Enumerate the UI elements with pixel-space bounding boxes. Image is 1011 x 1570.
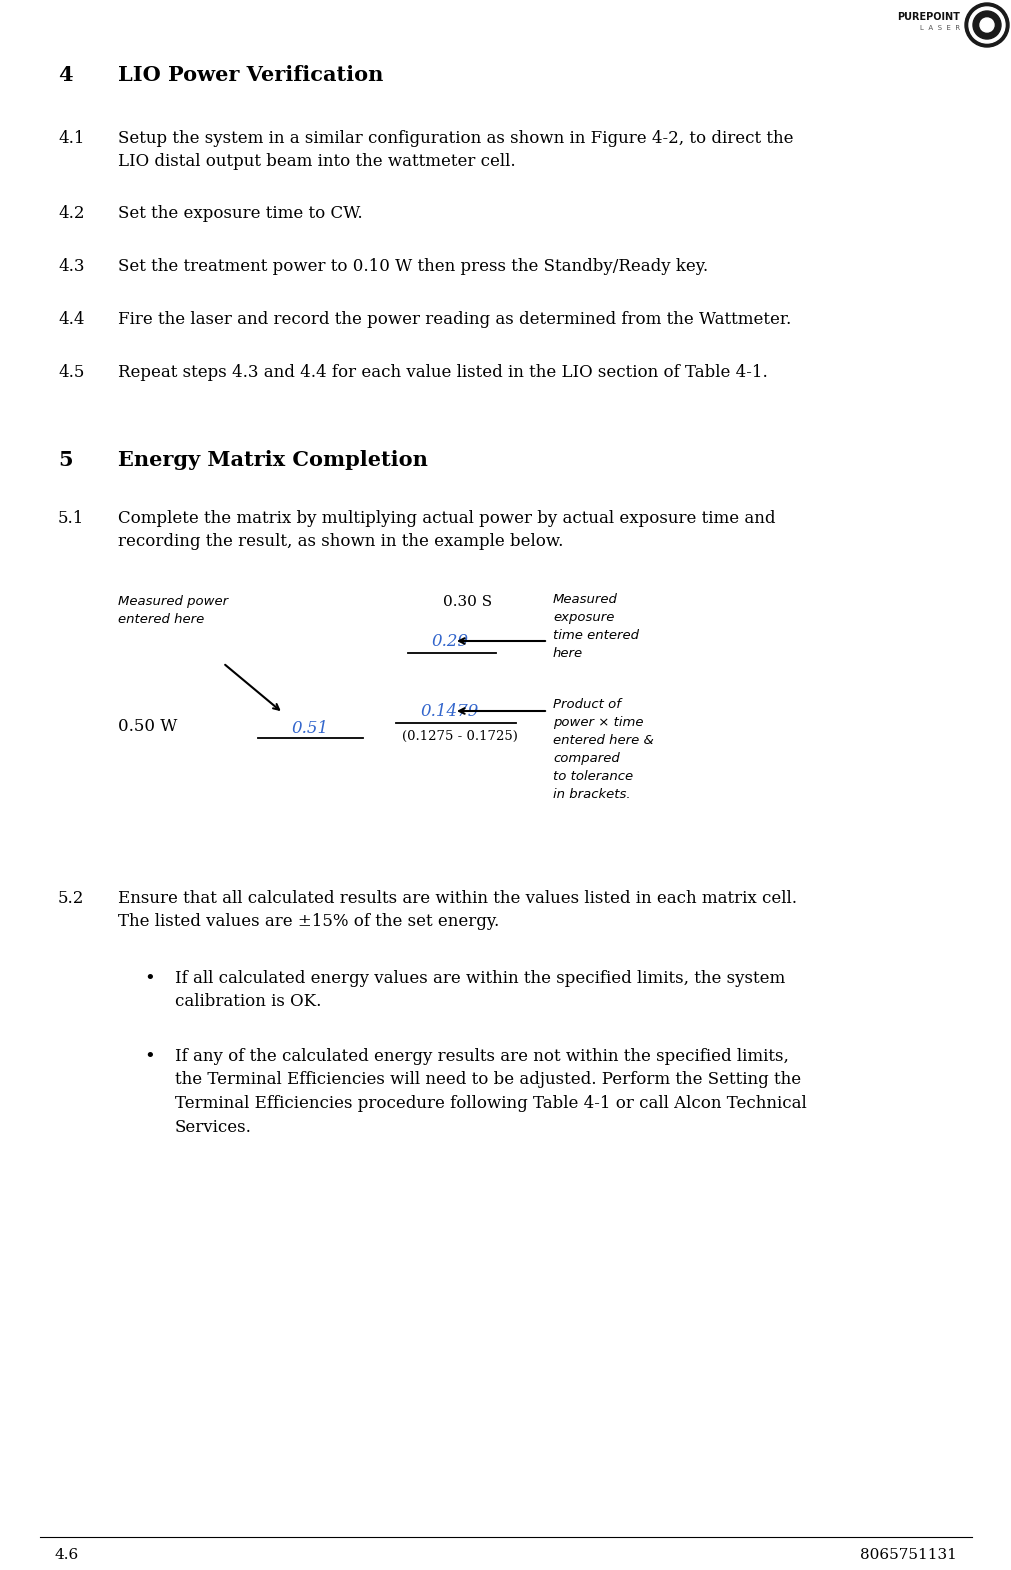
Text: 0.30 S: 0.30 S	[443, 595, 492, 609]
Text: Complete the matrix by multiplying actual power by actual exposure time and
reco: Complete the matrix by multiplying actua…	[118, 510, 774, 551]
Text: 0.29: 0.29	[431, 633, 468, 650]
Text: Ensure that all calculated results are within the values listed in each matrix c: Ensure that all calculated results are w…	[118, 890, 797, 931]
Text: 0.1479: 0.1479	[421, 703, 479, 721]
Text: 5: 5	[58, 451, 73, 469]
Text: (0.1275 - 0.1725): (0.1275 - 0.1725)	[401, 730, 518, 743]
Text: Set the exposure time to CW.: Set the exposure time to CW.	[118, 206, 362, 221]
Text: PUREPOINT: PUREPOINT	[896, 13, 959, 22]
Text: L  A  S  E  R: L A S E R	[919, 25, 959, 31]
Circle shape	[969, 6, 1004, 42]
Text: 4.1: 4.1	[58, 130, 84, 148]
Circle shape	[979, 17, 993, 31]
Text: 4.3: 4.3	[58, 257, 84, 275]
Text: 4.5: 4.5	[58, 364, 84, 382]
Text: 0.51: 0.51	[291, 721, 329, 736]
Text: 5.2: 5.2	[58, 890, 84, 907]
Text: Fire the laser and record the power reading as determined from the Wattmeter.: Fire the laser and record the power read…	[118, 311, 791, 328]
Text: 4.2: 4.2	[58, 206, 84, 221]
Text: LIO Power Verification: LIO Power Verification	[118, 64, 383, 85]
Text: Setup the system in a similar configuration as shown in Figure 4-2, to direct th: Setup the system in a similar configurat…	[118, 130, 793, 171]
Text: 5.1: 5.1	[58, 510, 84, 528]
Text: If any of the calculated energy results are not within the specified limits,
the: If any of the calculated energy results …	[175, 1049, 806, 1135]
Text: 4: 4	[58, 64, 73, 85]
Text: Repeat steps 4.3 and 4.4 for each value listed in the LIO section of Table 4-1.: Repeat steps 4.3 and 4.4 for each value …	[118, 364, 767, 382]
Text: •: •	[145, 1049, 156, 1066]
Text: Energy Matrix Completion: Energy Matrix Completion	[118, 451, 428, 469]
Text: Measured power
entered here: Measured power entered here	[118, 595, 227, 626]
Text: 4.4: 4.4	[58, 311, 84, 328]
Text: 8065751131: 8065751131	[859, 1548, 956, 1562]
Text: Measured
exposure
time entered
here: Measured exposure time entered here	[552, 593, 638, 659]
Circle shape	[972, 11, 1000, 39]
Text: Product of
power × time
entered here &
compared
to tolerance
in brackets.: Product of power × time entered here & c…	[552, 699, 653, 801]
Text: 0.50 W: 0.50 W	[118, 717, 177, 735]
Text: Set the treatment power to 0.10 W then press the Standby/Ready key.: Set the treatment power to 0.10 W then p…	[118, 257, 708, 275]
Text: If all calculated energy values are within the specified limits, the system
cali: If all calculated energy values are with…	[175, 970, 785, 1011]
Text: •: •	[145, 970, 156, 988]
Circle shape	[964, 3, 1008, 47]
Text: 4.6: 4.6	[55, 1548, 79, 1562]
